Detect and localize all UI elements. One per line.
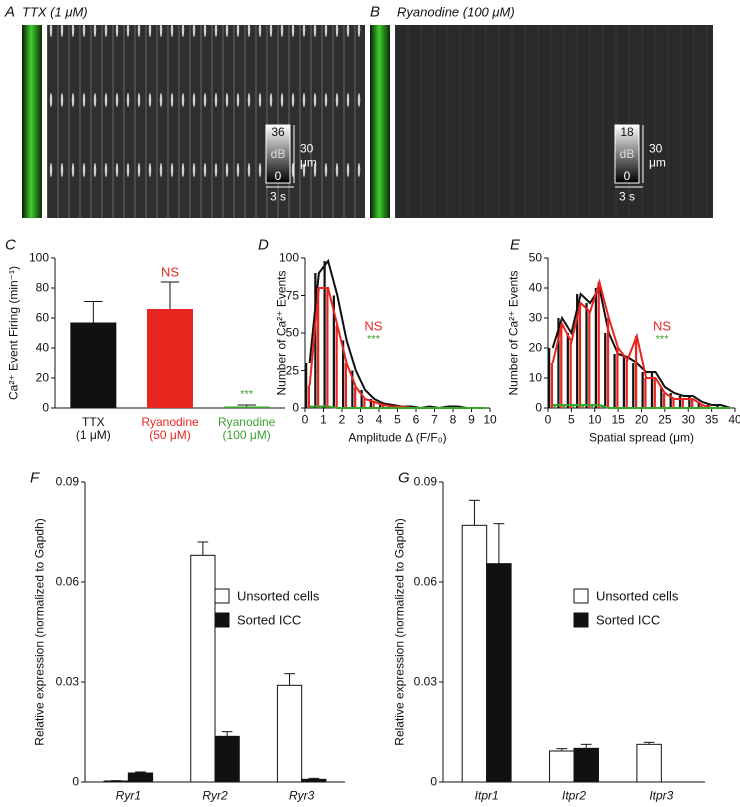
histogram-bar [351,370,354,408]
histogram-bar [650,372,654,408]
histogram-bar [632,363,635,408]
histogram-bar [688,396,691,408]
fit-line [551,278,731,409]
bar [127,772,154,783]
bar [276,684,303,783]
legend-swatch [214,612,230,628]
legend-swatch [573,588,589,604]
histogram-bar [335,325,338,408]
fit-line [551,285,731,409]
histogram-bar [594,288,597,408]
histogram-bar [576,294,579,408]
histogram-bar [305,363,308,408]
histogram-bar [578,303,582,408]
fit-line [552,404,731,409]
histogram-bar [691,399,694,408]
histogram-bar [597,282,600,408]
histogram-bar [697,402,700,408]
histogram-bar [613,354,616,408]
histogram-bar [672,399,675,408]
histogram-bar [307,385,310,408]
histogram-bar [678,396,682,408]
histogram-bar [323,261,326,408]
bar [190,554,216,783]
bar [486,563,512,783]
bar [461,524,488,783]
histogram-bar [342,340,345,408]
kymograph [47,25,365,218]
bar [636,743,662,783]
histogram-bar [604,333,607,408]
colorbar [614,124,640,184]
histogram-bar [314,273,317,408]
histogram-bar [326,288,329,408]
colorbar [265,124,291,184]
histogram-bar [653,378,656,408]
bar [549,750,575,783]
bar [223,406,270,408]
legend-swatch [573,612,589,628]
bar [214,735,240,783]
histogram-bar [581,405,584,408]
histogram-bar [588,312,591,408]
histogram-bar [562,405,566,408]
histogram-bar [381,405,384,408]
histogram-bar [360,390,363,408]
histogram-bar [644,378,647,408]
histogram-bar [591,405,594,408]
histogram-bar [625,360,628,408]
cell-image [22,25,42,218]
histogram-bar [616,348,619,408]
bar [301,778,327,783]
histogram-bar [332,295,335,408]
histogram-bar [569,342,572,408]
legend-swatch [214,588,230,604]
histogram-bar [585,303,588,408]
histogram-bar [550,363,554,408]
bar [573,747,599,783]
histogram-bar [663,393,666,408]
bar [70,322,117,408]
cell-image [370,25,390,218]
histogram-bar [354,387,357,408]
histogram-bar [681,399,684,408]
histogram-bar [317,288,320,408]
histogram-bar [548,348,551,408]
fit-line [309,405,486,409]
histogram-bar [634,336,638,408]
histogram-bar [566,333,569,408]
histogram-bar [372,402,375,408]
histogram-bar [606,318,610,408]
histogram-bar [669,393,672,408]
histogram-bar [369,399,372,408]
histogram-bar [557,318,560,408]
histogram-bar [700,405,703,408]
histogram-bar [344,363,347,408]
histogram-bar [560,324,563,408]
histogram-bar [572,405,575,408]
histogram-bar [716,405,719,408]
kymograph [395,25,713,218]
histogram-bar [379,403,382,408]
histogram-bar [363,399,366,408]
bar [147,309,193,408]
histogram-bar [660,387,663,408]
histogram-bar [622,357,626,408]
histogram-bar [553,405,556,408]
histogram-bar [641,372,644,408]
